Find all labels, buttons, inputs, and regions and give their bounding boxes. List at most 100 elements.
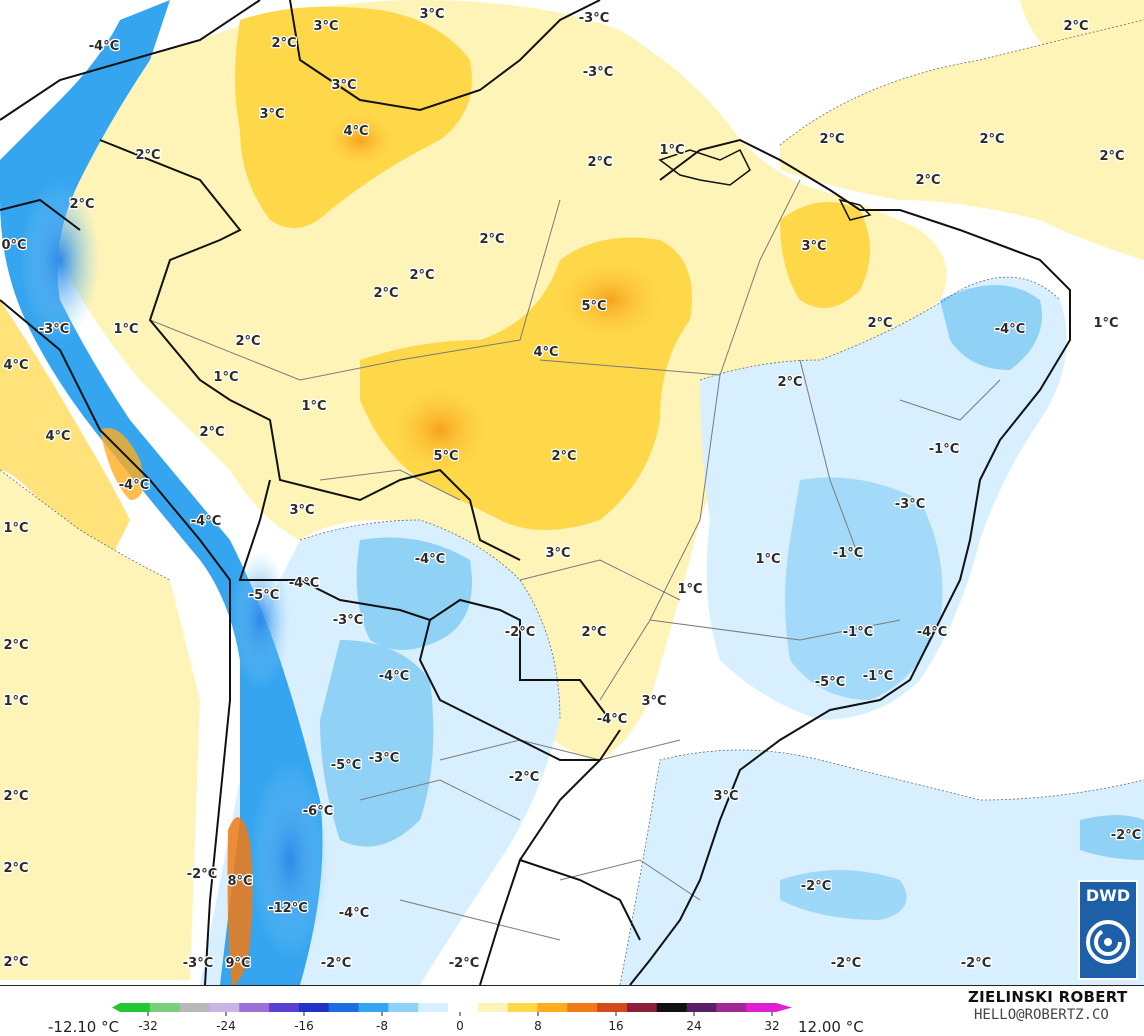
color-scale-ticks: -32 -24 -16 -8 0 8 16 24 32 xyxy=(138,1012,780,1033)
color-scale-cell xyxy=(567,1003,598,1012)
color-scale-cell xyxy=(388,1003,419,1012)
cool-region-east-deeper xyxy=(940,285,1042,370)
temperature-label: 2°C xyxy=(271,36,296,51)
dwd-logo: DWD xyxy=(1078,880,1138,980)
credit-email: HELLO@ROBERTZ.CO xyxy=(974,1007,1109,1023)
color-scale-cell xyxy=(120,1003,151,1012)
scale-min-label: -12.10 °C xyxy=(48,1018,120,1036)
temperature-label: -3°C xyxy=(369,751,399,766)
state-borders xyxy=(149,179,1001,941)
warm-region-pacific xyxy=(0,300,130,560)
temperature-label: 1°C xyxy=(301,399,326,414)
temperature-label: 4°C xyxy=(3,358,28,373)
temperature-label: -6°C xyxy=(303,804,333,819)
temperature-label: -3°C xyxy=(895,497,925,512)
border-guianas xyxy=(289,0,601,112)
temperature-label: 3°C xyxy=(331,78,356,93)
color-scale-tick-label: -32 xyxy=(138,1019,158,1033)
temperature-label: -2°C xyxy=(449,956,479,971)
temperature-label: 4°C xyxy=(533,345,558,360)
temperature-label: 1°C xyxy=(659,143,684,158)
color-scale-cell xyxy=(269,1003,300,1012)
color-scale-tick-label: -8 xyxy=(376,1019,388,1033)
temperature-label: 9°C xyxy=(225,956,250,971)
andes-warm-streak xyxy=(227,817,253,985)
temperature-label: -3°C xyxy=(579,11,609,26)
color-scale-tick-label: -16 xyxy=(294,1019,314,1033)
temperature-label: -4°C xyxy=(597,712,627,727)
temperature-label: 2°C xyxy=(915,173,940,188)
color-scale-cell xyxy=(298,1003,330,1012)
coastal-islands xyxy=(658,148,872,221)
andes-warm-streak-north xyxy=(100,428,144,500)
temperature-label: -1°C xyxy=(929,442,959,457)
temperature-label: -3°C xyxy=(183,956,213,971)
temperature-label: 1°C xyxy=(113,322,138,337)
border-ecuador xyxy=(0,198,81,231)
temperature-label: 4°C xyxy=(343,124,368,139)
temperature-label: 5°C xyxy=(433,449,458,464)
temperature-label: 2°C xyxy=(819,132,844,147)
temperature-label: 2°C xyxy=(587,155,612,170)
color-scale-arrow-left xyxy=(112,1003,120,1012)
country-borders xyxy=(0,0,1071,985)
temperature-label: 1°C xyxy=(3,694,28,709)
temperature-label: -2°C xyxy=(321,956,351,971)
temperature-label: 2°C xyxy=(551,449,576,464)
temperature-label: -2°C xyxy=(509,770,539,785)
temperature-label: 1°C xyxy=(3,521,28,536)
temperature-label: 2°C xyxy=(1063,19,1088,34)
temperature-label: -3°C xyxy=(333,613,363,628)
temperature-label: 2°C xyxy=(69,197,94,212)
color-scale-cell xyxy=(746,1003,777,1012)
temperature-label: -2°C xyxy=(831,956,861,971)
border-north xyxy=(0,0,261,121)
temperature-label: -4°C xyxy=(917,625,947,640)
warm-region-atlantic xyxy=(780,20,1144,260)
temperature-label: 2°C xyxy=(3,861,28,876)
temperature-label: -4°C xyxy=(191,514,221,529)
border-amazon-west xyxy=(99,139,521,561)
warm-region-atlantic-top xyxy=(1020,0,1144,65)
border-uruguay xyxy=(519,859,641,941)
scale-max-label: 12.00 °C xyxy=(798,1018,864,1036)
color-scale-arrow-right xyxy=(776,1003,792,1012)
temperature-label: -1°C xyxy=(833,546,863,561)
temperature-label: -3°C xyxy=(39,322,69,337)
temperature-label: -2°C xyxy=(801,879,831,894)
temperature-label: 1°C xyxy=(1093,316,1118,331)
color-scale-cells xyxy=(112,1003,792,1012)
cool-region-chaco xyxy=(320,640,434,847)
temperature-label: 3°C xyxy=(713,789,738,804)
temperature-label: 2°C xyxy=(235,334,260,349)
color-scale-cell xyxy=(597,1003,628,1012)
contour-lines xyxy=(0,19,1144,985)
temperature-label: 2°C xyxy=(479,232,504,247)
temperature-label: 2°C xyxy=(409,268,434,283)
color-scale-tick-label: 0 xyxy=(456,1019,464,1033)
color-scale-cell xyxy=(179,1003,210,1012)
temperature-labels: 3°C 3°C -3°C -4°C 2°C -3°C 2°C 3°C 3°C 4°C 2°C 2°C 2… xyxy=(0,6,1142,973)
color-scale-cell xyxy=(239,1003,270,1012)
temperature-label: 3°C xyxy=(801,239,826,254)
temperature-label: 1°C xyxy=(755,552,780,567)
temperature-label: -4°C xyxy=(415,552,445,567)
color-scale-tick-label: 8 xyxy=(534,1019,542,1033)
temperature-label: 2°C xyxy=(581,625,606,640)
temperature-label: -2°C xyxy=(1111,828,1141,843)
temperature-label: -4°C xyxy=(89,39,119,54)
color-scale-cell xyxy=(537,1003,568,1012)
color-scale-cell xyxy=(686,1003,717,1012)
color-scale-cell xyxy=(209,1003,240,1012)
dwd-spiral-icon xyxy=(1086,920,1130,964)
temperature-label: -1°C xyxy=(843,625,873,640)
temperature-label: 2°C xyxy=(3,638,28,653)
coastline-northeast xyxy=(629,138,1071,985)
credit-author: ZIELINSKI ROBERT xyxy=(968,988,1128,1006)
temperature-label: -5°C xyxy=(249,588,279,603)
color-scale-cell xyxy=(149,1003,181,1012)
temperature-label: -12°C xyxy=(268,901,308,916)
color-scale-tick-label: 32 xyxy=(764,1019,779,1033)
warm-core-northeast xyxy=(780,202,870,308)
hot-spot-5c-south xyxy=(385,380,495,480)
